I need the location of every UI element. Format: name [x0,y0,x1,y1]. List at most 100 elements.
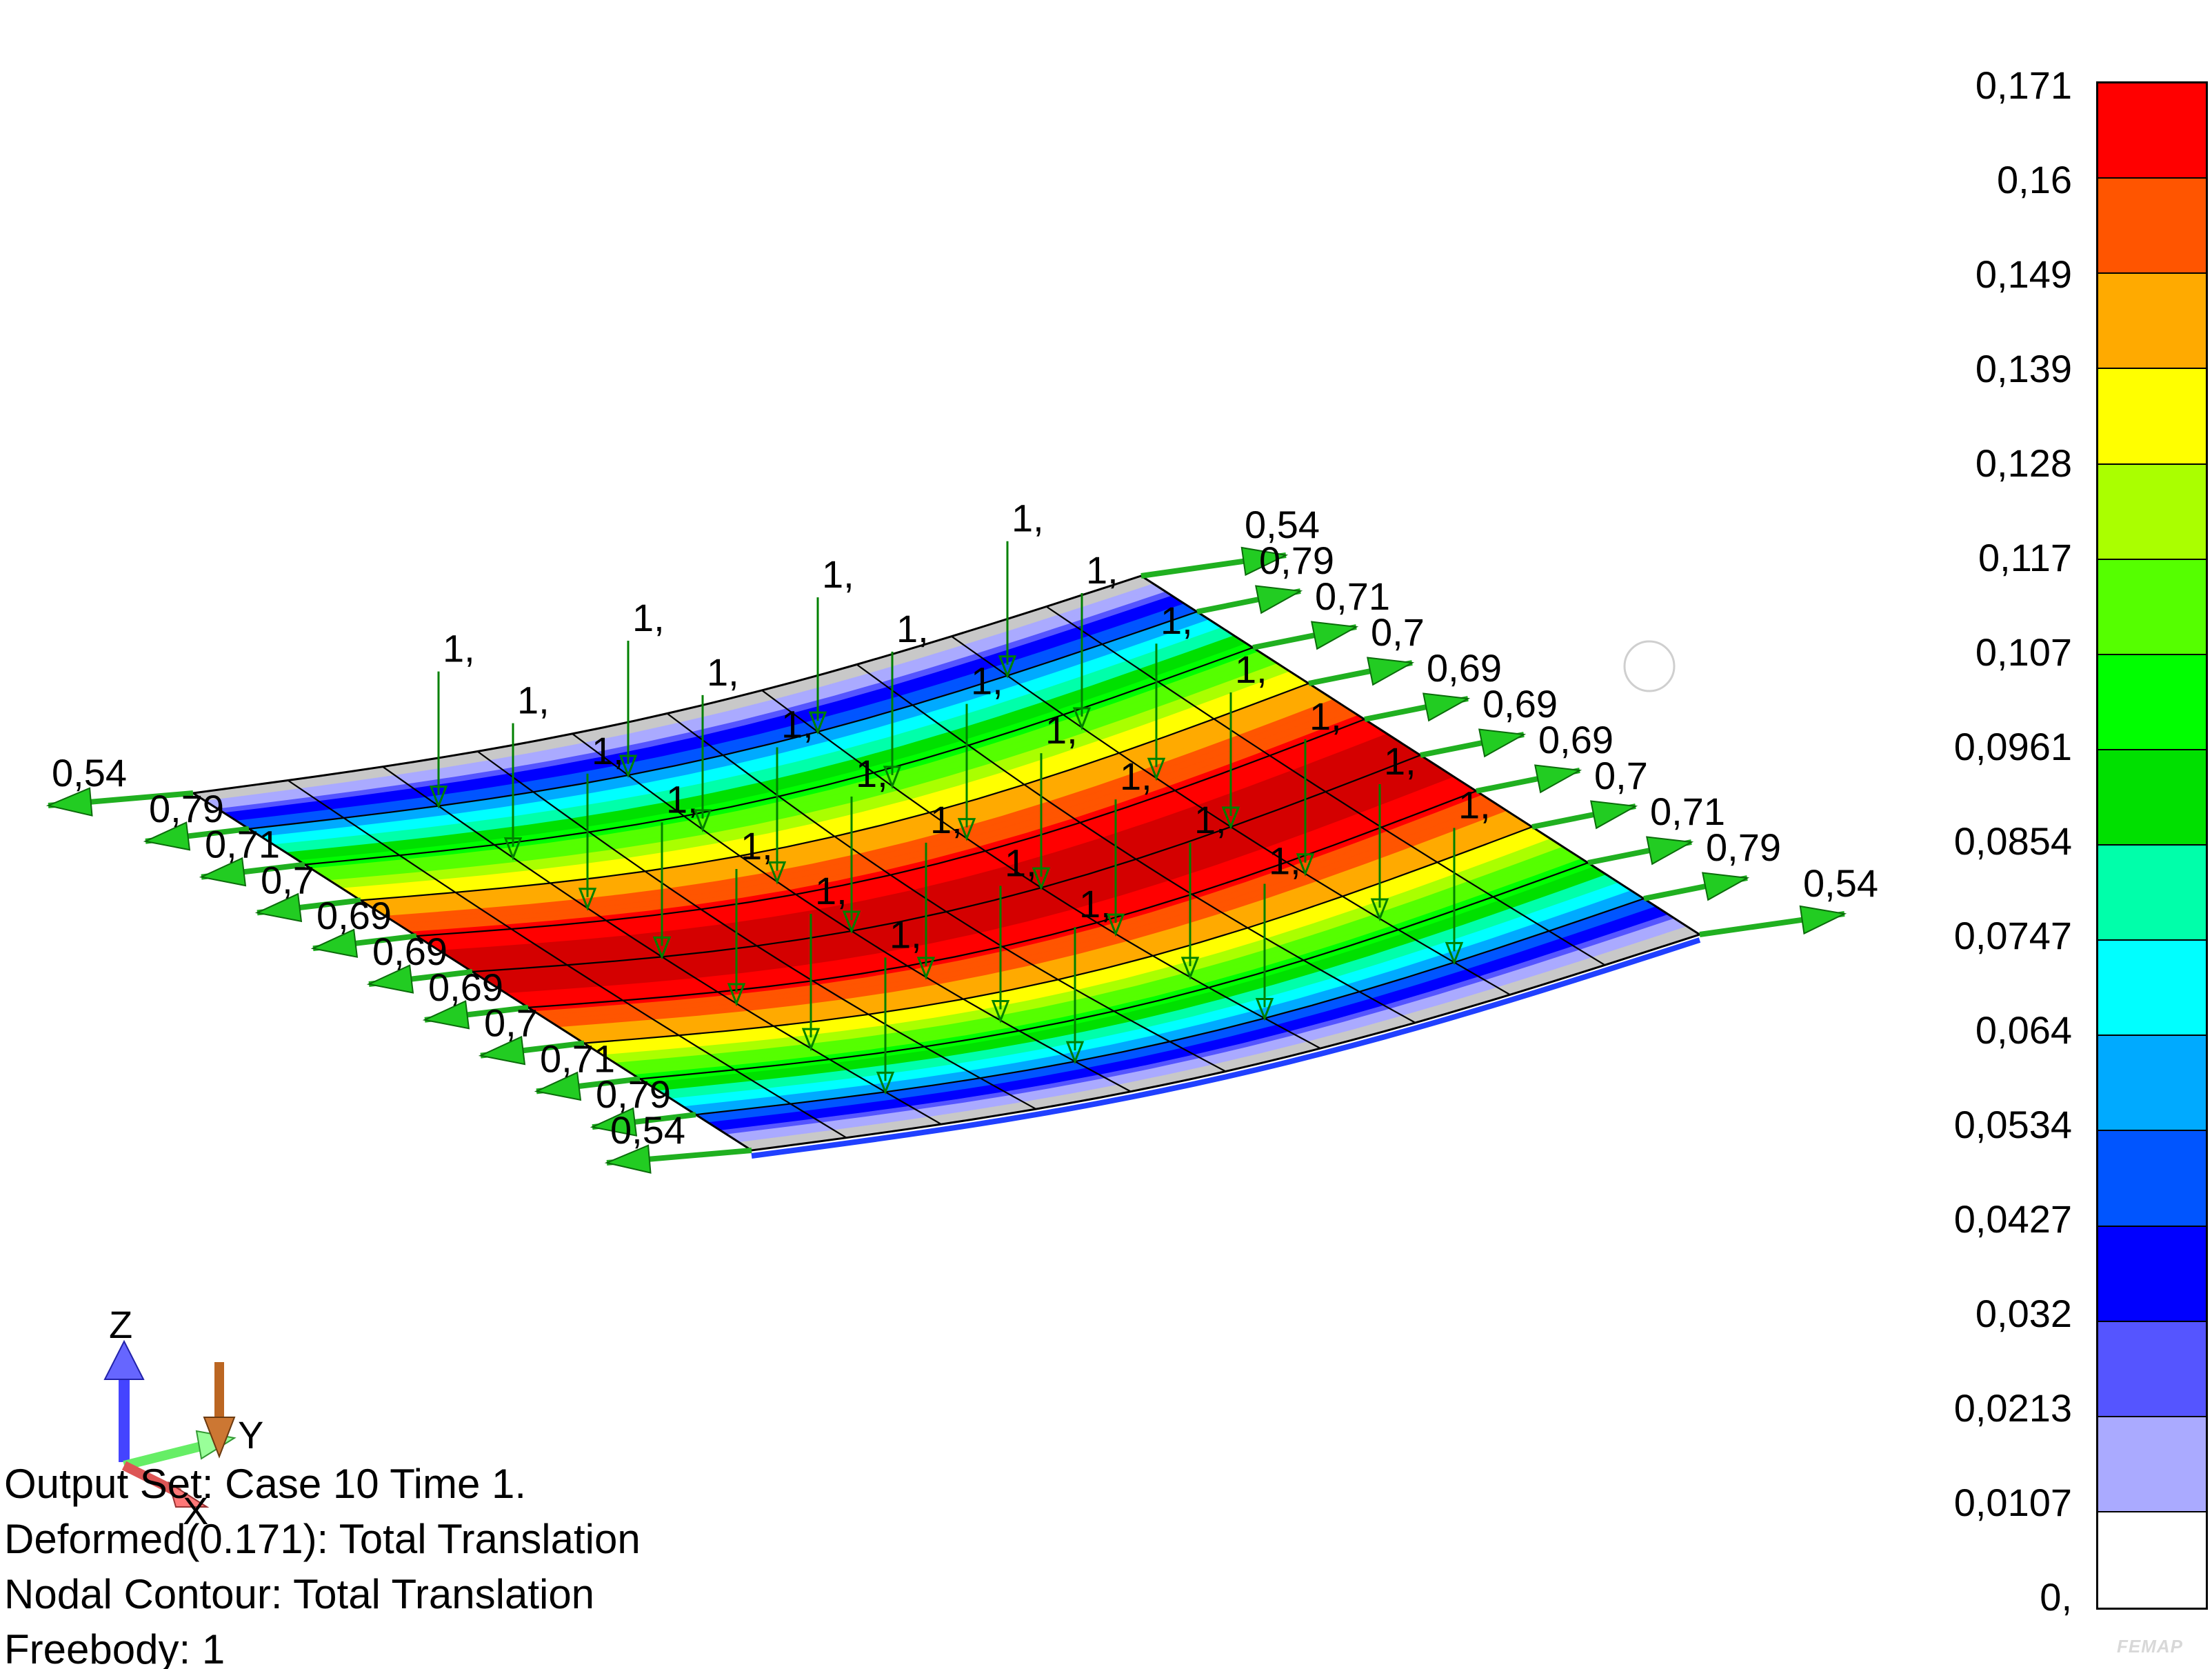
nodal-force: 1, [916,798,963,980]
edge-load-label: 0,69 [316,894,392,937]
legend-label: 0,128 [1975,441,2072,485]
edge-load-label: 0,71 [1650,790,1725,833]
legend-band [2098,274,2206,370]
legend-label: 0,0213 [1953,1386,2072,1430]
force-label: 1, [1235,648,1267,691]
nodal-force: 1, [1065,882,1112,1065]
legend-label: 0,139 [1975,347,2072,390]
legend-band [2098,1512,2206,1608]
cursor-indicator [1623,640,1676,692]
legend-label: 0,0534 [1953,1103,2072,1146]
triad-z-label: Z [109,1303,132,1346]
force-label: 1, [1012,497,1044,540]
edge-load-right: 0,54 [1140,503,1320,579]
legend-label: 0,0427 [1953,1197,2072,1241]
edge-load-label: 0,54 [610,1108,685,1152]
legend-band [2098,846,2206,941]
legend-label: 0,032 [1975,1292,2072,1335]
edge-load-label: 0,71 [1315,574,1390,618]
edge-load-left: 0,69 [366,930,473,994]
legend-label: 0,064 [1975,1008,2072,1052]
force-label: 1, [1079,882,1112,926]
femap-watermark: FEMAP [2117,1636,2183,1657]
nodal-force: 1, [842,752,888,935]
edge-load-right: 0,69 [1364,646,1502,722]
legend-label: 0,117 [1978,536,2072,579]
output-set-line: Output Set: Case 10 Time 1. [4,1461,527,1507]
force-label: 1, [1269,839,1301,882]
edge-load-left: 0,71 [199,823,305,887]
nodal-force: 1, [619,596,665,779]
nodal-force: 1, [1255,839,1301,1021]
edge-load-label: 0,79 [149,787,224,830]
legend-band [2098,750,2206,846]
legend-label: 0,171 [1975,63,2072,107]
nodal-force: 1, [808,552,854,735]
edge-load-arrows: 0,540,540,790,790,710,710,70,70,690,690,… [46,503,1878,1174]
nodal-force: 1, [957,659,1003,841]
nodal-force: 1, [503,679,550,861]
force-label: 1, [1086,548,1118,592]
legend-label: 0,107 [1975,630,2072,674]
edge-load-right: 0,69 [1420,682,1558,758]
edge-load-label: 0,69 [428,966,503,1009]
nodal-force: 1, [991,841,1037,1023]
edge-load-label: 0,7 [1371,610,1425,654]
edge-load-left: 0,69 [422,966,529,1030]
legend-band [2098,559,2206,655]
edge-load-label: 0,71 [540,1037,615,1080]
edge-load-right: 0,79 [1196,539,1334,614]
nodal-force: 1, [998,497,1044,679]
contour-line: Nodal Contour: Total Translation [4,1571,595,1617]
edge-load-right: 0,69 [1476,718,1613,794]
legend-label: 0, [2040,1575,2072,1619]
legend-band [2098,464,2206,560]
legend-band [2098,1131,2206,1227]
force-label: 1, [1384,739,1416,783]
edge-load-right: 0,7 [1308,610,1425,686]
edge-load-left: 0,54 [46,751,194,817]
legend-label: 0,16 [1997,158,2072,201]
legend-label: 0,0854 [1953,819,2072,863]
edge-load-left: 0,79 [143,787,250,851]
freebody-line: Freebody: 1 [4,1626,225,1669]
model-viewport[interactable]: 1, 1, 1, 1, 1, 1, 1, 1, 1, 1, 1, 1, 1, 1, 1, 1, 1, 1, 1, 1,… [0,0,1903,1669]
edge-load-right: 0,71 [1587,790,1725,866]
force-label: 1, [517,679,550,722]
nodal-force: 1, [1147,599,1193,781]
nodal-force: 1, [1032,708,1078,891]
nodal-force: 1, [1296,694,1342,877]
edge-load-label: 0,54 [52,751,127,794]
force-label: 1, [1120,754,1152,798]
force-label: 1, [1160,599,1193,642]
edge-load-label: 0,71 [205,823,280,866]
legend-band [2098,83,2206,179]
edge-load-label: 0,69 [1538,718,1613,761]
legend-label: 0,0107 [1953,1481,2072,1524]
nodal-force: 1, [429,627,475,809]
nodal-force: 1, [727,824,773,1007]
nodal-force: 1, [1106,754,1152,937]
edge-load-label: 0,7 [484,1001,538,1045]
edge-load-label: 0,79 [1259,539,1334,582]
nodal-force: 1, [693,650,739,832]
nodal-force: 1, [1221,648,1267,830]
edge-load-label: 0,69 [372,930,448,973]
edge-load-left: 0,54 [604,1108,752,1174]
nodal-force: 1, [652,777,698,960]
nodal-force: 1, [1370,739,1416,922]
force-label: 1, [1005,841,1037,885]
force-label: 1, [707,650,739,694]
edge-load-label: 0,79 [1706,826,1781,869]
legend-band [2098,369,2206,465]
force-label: 1, [822,552,854,596]
force-label: 1, [781,702,814,746]
edge-load-left: 0,69 [310,894,417,958]
legend-label: 0,0961 [1953,725,2072,768]
edge-load-label: 0,7 [261,858,314,901]
force-label: 1, [443,627,475,670]
edge-load-label: 0,69 [1482,682,1558,726]
nodal-force: 1, [883,607,929,790]
nodal-force: 1, [1072,548,1118,731]
